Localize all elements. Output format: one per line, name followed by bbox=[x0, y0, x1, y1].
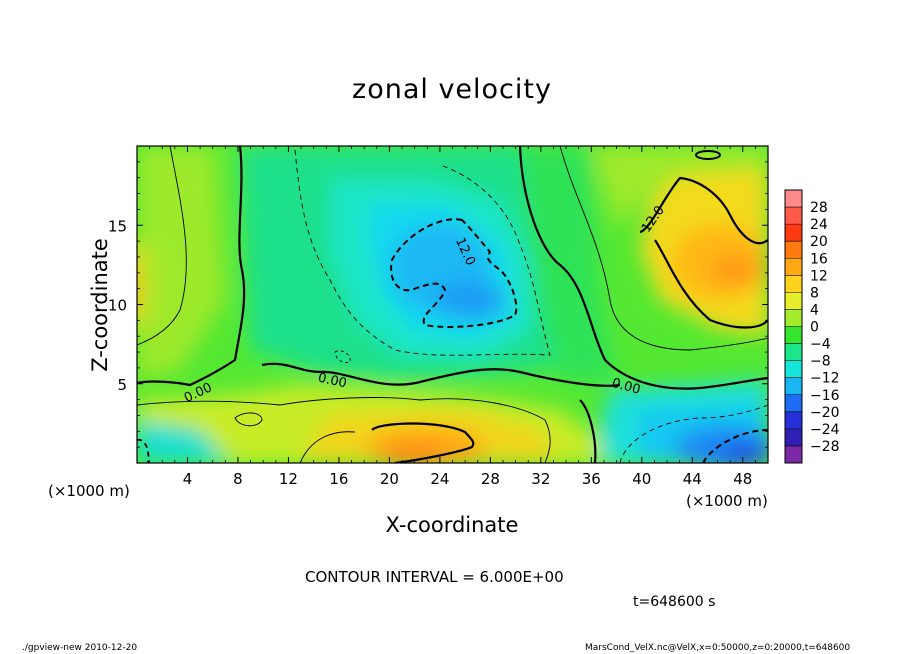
colorbar-label: −28 bbox=[810, 439, 840, 455]
x-tick-label: 36 bbox=[582, 470, 601, 488]
x-tick-label: 8 bbox=[233, 470, 243, 488]
x-tick-label: 48 bbox=[733, 470, 752, 488]
colorbar-label: 24 bbox=[810, 217, 828, 233]
x-unit-label-left: (×1000 m) bbox=[48, 482, 130, 500]
colorbar-label: 28 bbox=[810, 200, 828, 216]
y-axis-label: Z-coordinate bbox=[88, 238, 112, 372]
contour-label: 0.00 bbox=[610, 376, 642, 398]
contour-interval-text: CONTOUR INTERVAL = 6.000E+00 bbox=[305, 568, 564, 586]
colorbar-label: −8 bbox=[810, 354, 831, 370]
colorbar-swatch bbox=[785, 258, 802, 276]
heatmap-field bbox=[137, 146, 768, 463]
x-tick-label: 28 bbox=[481, 470, 500, 488]
colorbar-label: 12 bbox=[810, 268, 828, 284]
colorbar-swatch bbox=[785, 428, 802, 447]
y-tick-label: 5 bbox=[117, 376, 127, 394]
colorbar-swatch bbox=[785, 207, 802, 225]
colorbar-swatch bbox=[785, 309, 802, 327]
y-axis: 5 10 15 bbox=[108, 161, 768, 448]
colorbar-label: 16 bbox=[810, 251, 828, 267]
chart-title: zonal velocity bbox=[352, 74, 552, 105]
colorbar-label: −12 bbox=[810, 371, 840, 387]
contour-lines bbox=[137, 146, 768, 463]
colorbar-swatch bbox=[785, 360, 802, 378]
time-label: t=648600 s bbox=[633, 594, 716, 610]
colorbar-swatch bbox=[785, 343, 802, 361]
x-axis: 4 8 12 16 20 24 28 32 36 40 44 48 bbox=[149, 146, 756, 488]
colorbar-swatch bbox=[785, 190, 802, 208]
colorbar-swatch bbox=[785, 377, 802, 396]
colorbar-label: 20 bbox=[810, 234, 828, 250]
y-tick-label: 10 bbox=[108, 297, 127, 315]
colorbar-swatch bbox=[785, 326, 802, 344]
colorbar-swatch bbox=[785, 275, 802, 293]
y-tick-label: 15 bbox=[108, 217, 127, 235]
x-tick-label: 24 bbox=[430, 470, 449, 488]
colorbar-label: −20 bbox=[810, 405, 840, 421]
colorbar-swatch bbox=[785, 445, 802, 464]
x-tick-label: 4 bbox=[183, 470, 193, 488]
colorbar-swatch bbox=[785, 292, 802, 310]
x-tick-label: 12 bbox=[279, 470, 298, 488]
colorbar-label: 8 bbox=[810, 285, 819, 301]
colorbar-label: 4 bbox=[810, 302, 819, 318]
colorbar-swatch bbox=[785, 411, 802, 430]
colorbar-swatch bbox=[785, 224, 802, 242]
colorbar-label: −4 bbox=[810, 337, 831, 353]
colorbar-swatch bbox=[785, 241, 802, 259]
x-tick-label: 32 bbox=[531, 470, 550, 488]
x-tick-label: 44 bbox=[683, 470, 702, 488]
x-axis-label: X-coordinate bbox=[385, 513, 519, 537]
footer-left: ./gpview-new 2010-12-20 bbox=[22, 643, 138, 653]
colorbar-swatch bbox=[785, 394, 802, 413]
x-tick-label: 20 bbox=[380, 470, 399, 488]
footer-right: MarsCond_VelX.nc@VelX,x=0:50000,z=0:2000… bbox=[585, 643, 851, 653]
x-tick-label: 40 bbox=[632, 470, 651, 488]
colorbar-label: −24 bbox=[810, 422, 840, 438]
x-unit-label-right: (×1000 m) bbox=[686, 492, 768, 510]
colorbar-label: 0 bbox=[810, 320, 819, 336]
contour-label: 0.00 bbox=[317, 371, 348, 392]
x-tick-label: 16 bbox=[329, 470, 348, 488]
colorbar-label: −16 bbox=[810, 388, 840, 404]
